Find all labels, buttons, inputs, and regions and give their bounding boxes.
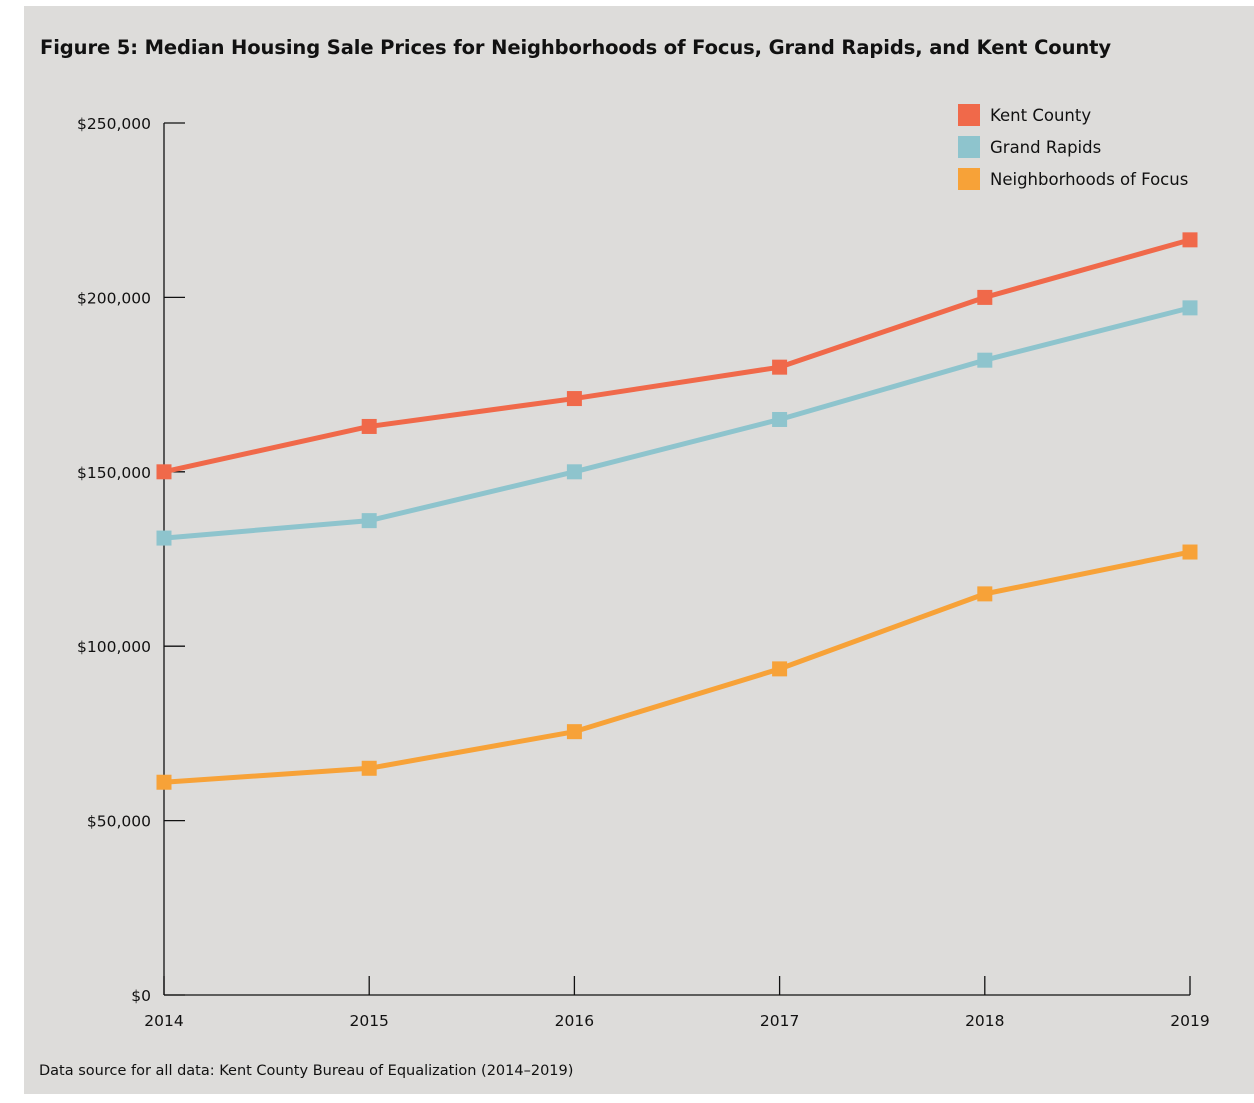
data-point: [977, 289, 993, 305]
series-neighborhoods-of-focus: [156, 544, 1198, 790]
series-kent-county: [156, 232, 1198, 480]
data-point: [566, 724, 582, 740]
series-layer: [156, 232, 1198, 790]
series-line: [161, 549, 1193, 785]
data-point: [566, 391, 582, 407]
x-tick-label: 2019: [1170, 1012, 1209, 1030]
legend-label: Kent County: [990, 106, 1091, 125]
data-point: [772, 661, 788, 677]
legend-swatch: [958, 104, 980, 126]
data-source-note: Data source for all data: Kent County Bu…: [39, 1063, 574, 1079]
series-line: [161, 305, 1193, 541]
data-point: [156, 464, 172, 480]
data-point: [156, 530, 172, 546]
legend-item: Kent County: [958, 104, 1091, 126]
legend-item: Neighborhoods of Focus: [958, 168, 1188, 190]
legend: Kent County Grand Rapids Neighborhoods of …: [958, 104, 1188, 190]
y-tick-label: $100,000: [77, 638, 151, 656]
data-point: [1182, 232, 1198, 248]
y-axis: $0 $50,000 $100,000 $150,000 $200,000 $250,00…: [77, 115, 185, 1005]
figure-title: Figure 5: Median Housing Sale Prices for…: [40, 36, 1111, 59]
data-point: [1182, 300, 1198, 316]
series-grand-rapids: [156, 300, 1198, 546]
series-line: [161, 237, 1193, 475]
y-tick-label: $0: [131, 987, 151, 1005]
y-tick-label: $200,000: [77, 289, 151, 307]
figure-panel: Figure 5: Median Housing Sale Prices for…: [24, 6, 1254, 1094]
y-tick-label: $250,000: [77, 115, 151, 133]
data-point: [977, 586, 993, 602]
y-tick-label: $150,000: [77, 464, 151, 482]
data-point: [977, 352, 993, 368]
legend-label: Neighborhoods of Focus: [990, 170, 1188, 189]
data-point: [566, 464, 582, 480]
y-tick-label: $50,000: [87, 813, 151, 831]
x-tick-label: 2016: [555, 1012, 594, 1030]
data-point: [361, 760, 377, 776]
legend-swatch: [958, 168, 980, 190]
data-point: [361, 513, 377, 529]
data-point: [772, 359, 788, 375]
legend-label: Grand Rapids: [990, 138, 1101, 157]
x-tick-label: 2015: [349, 1012, 388, 1030]
x-tick-label: 2014: [144, 1012, 183, 1030]
data-point: [361, 418, 377, 434]
x-tick-label: 2017: [760, 1012, 799, 1030]
data-point: [772, 411, 788, 427]
legend-item: Grand Rapids: [958, 136, 1101, 158]
x-tick-label: 2018: [965, 1012, 1004, 1030]
x-axis: 2014 2015 2016 2017 2018 2019: [144, 976, 1210, 1030]
data-point: [1182, 544, 1198, 560]
legend-swatch: [958, 136, 980, 158]
data-point: [156, 774, 172, 790]
